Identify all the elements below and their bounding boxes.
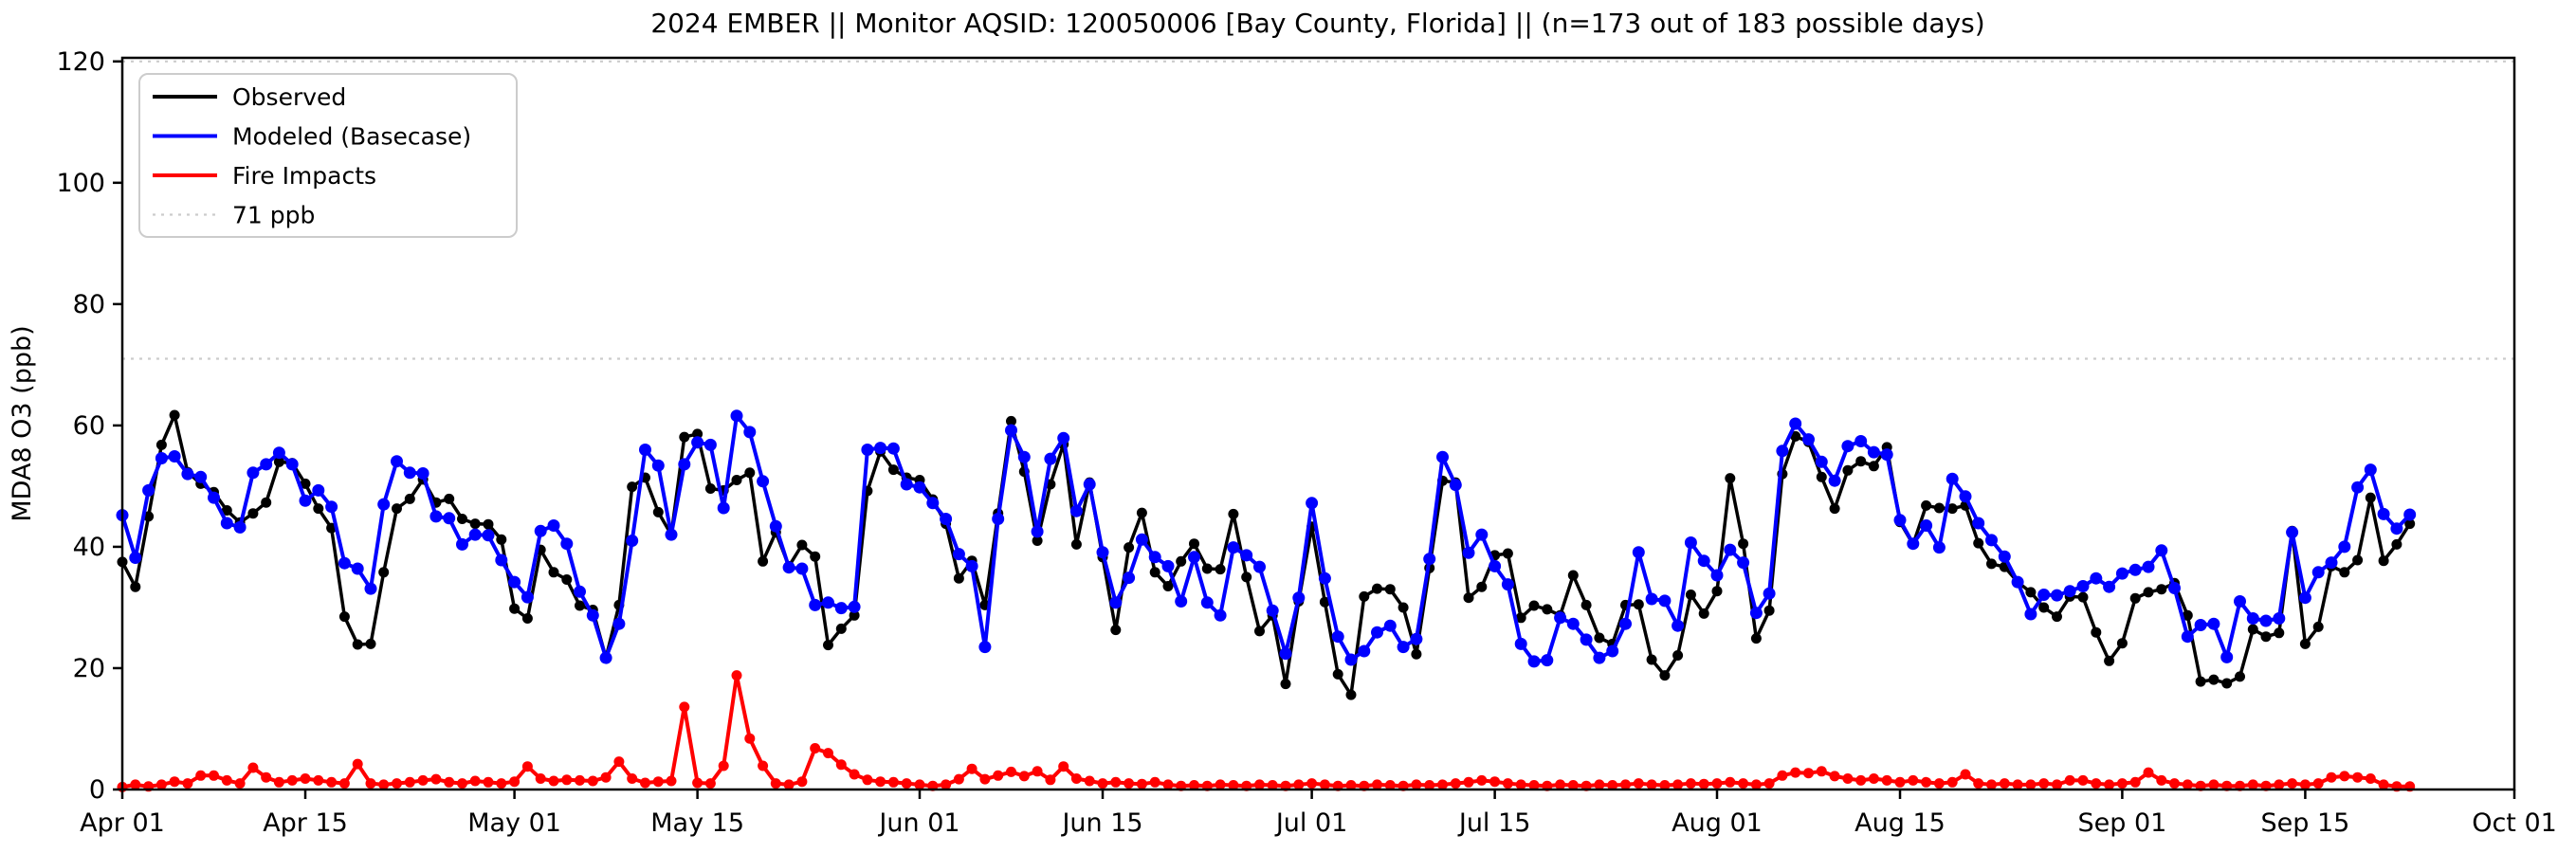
svg-text:Apr 01: Apr 01 (80, 808, 165, 838)
svg-text:Sep 01: Sep 01 (2077, 808, 2166, 838)
svg-text:120: 120 (56, 47, 105, 77)
svg-text:20: 20 (73, 654, 105, 683)
svg-text:0: 0 (89, 775, 105, 805)
svg-text:Sep 15: Sep 15 (2260, 808, 2349, 838)
svg-text:Fire Impacts: Fire Impacts (232, 162, 376, 190)
svg-text:Jul 15: Jul 15 (1457, 808, 1531, 838)
plot-series (116, 409, 2417, 792)
svg-text:40: 40 (73, 533, 105, 562)
chart-title: 2024 EMBER || Monitor AQSID: 120050006 [… (650, 8, 1984, 39)
svg-text:Aug 15: Aug 15 (1854, 808, 1946, 838)
axes-frame (120, 56, 2516, 791)
y-axis-ticks: 0 20 40 60 80 100 120 (56, 47, 122, 805)
svg-text:May 15: May 15 (650, 808, 744, 838)
svg-text:100: 100 (56, 169, 105, 198)
threshold-lines (122, 60, 2514, 360)
svg-text:60: 60 (73, 411, 105, 441)
x-axis-ticks: Apr 01 Apr 15 May 01 May 15 Jun 01 Jun 15 Jul … (80, 789, 2557, 838)
y-axis-label: MDA8 O3 (ppb) (8, 325, 37, 521)
svg-text:Apr 15: Apr 15 (263, 808, 348, 838)
svg-text:Jun 15: Jun 15 (1060, 808, 1142, 838)
svg-text:May 01: May 01 (467, 808, 561, 838)
svg-text:Jul 01: Jul 01 (1274, 808, 1348, 838)
svg-text:Observed: Observed (232, 83, 346, 111)
legend: Observed Modeled (Basecase) Fire Impacts 71… (138, 73, 518, 238)
svg-text:Jun 01: Jun 01 (877, 808, 959, 838)
svg-text:Modeled (Basecase): Modeled (Basecase) (232, 123, 471, 151)
svg-text:Oct 01: Oct 01 (2472, 808, 2557, 838)
svg-text:80: 80 (73, 290, 105, 319)
svg-text:Aug 01: Aug 01 (1672, 808, 1763, 838)
svg-text:71 ppb: 71 ppb (232, 202, 315, 229)
